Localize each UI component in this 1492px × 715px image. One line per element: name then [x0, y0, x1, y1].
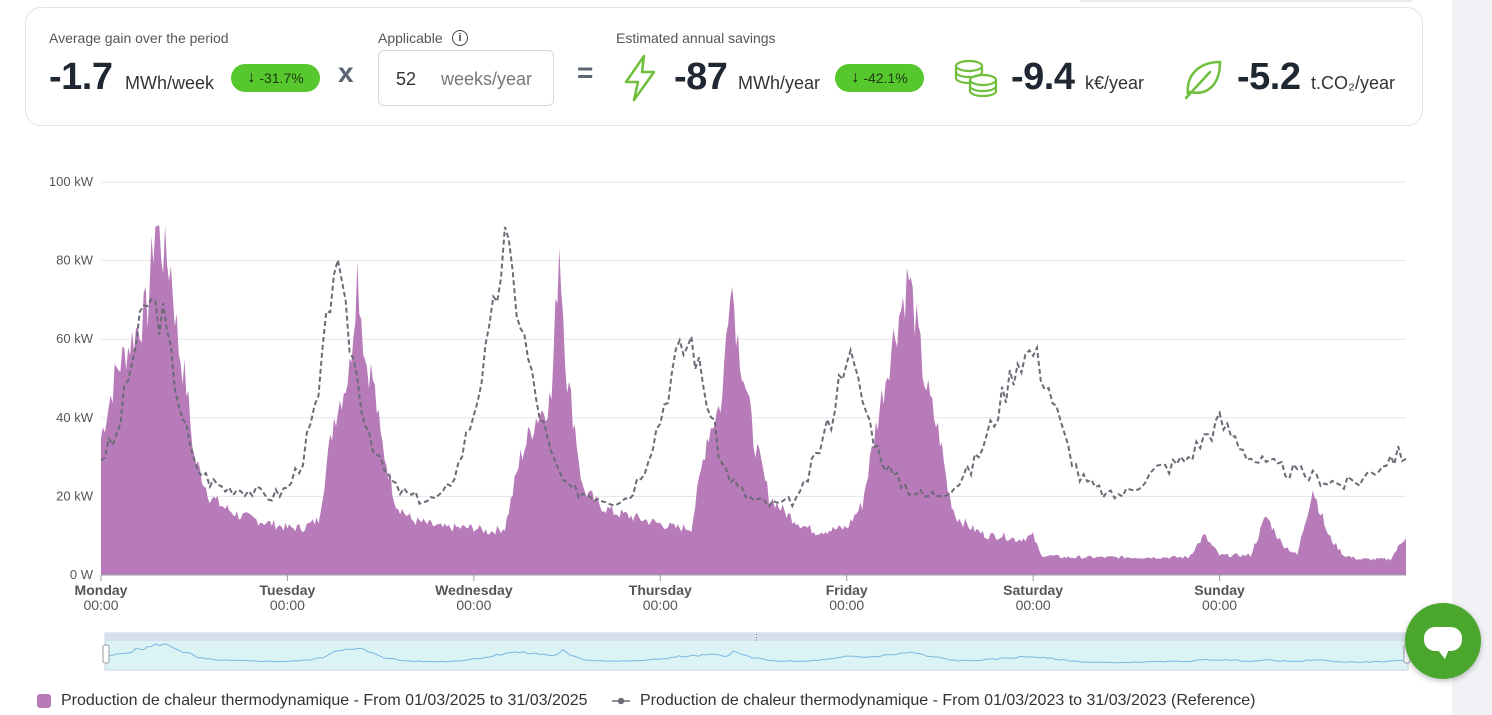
energy-savings-value: -87 [674, 56, 728, 98]
y-tick-label: 20 kW [56, 488, 94, 503]
x-tick-day-label: Monday [75, 582, 128, 598]
legend-marker-reference [612, 697, 630, 705]
leaf-icon [1184, 60, 1222, 100]
money-savings-value: -9.4 [1011, 56, 1075, 98]
average-gain-unit: MWh/week [125, 73, 215, 93]
navigator-scrollbar[interactable] [105, 633, 1408, 641]
coins-icon [954, 59, 998, 98]
lightning-icon [624, 54, 656, 102]
average-gain-value: -1.7 [49, 56, 113, 98]
x-tick-day-label: Friday [826, 582, 868, 598]
series-area-current [101, 225, 1406, 575]
x-tick-day-label: Thursday [629, 582, 692, 598]
multiply-sign: x [338, 57, 354, 88]
energy-savings-unit: MWh/year [738, 73, 821, 93]
x-tick-time-label: 00:00 [1202, 597, 1237, 613]
navigator-grip-icon[interactable]: ⋮ [753, 633, 761, 642]
top-divider [1080, 0, 1412, 2]
x-tick-day-label: Saturday [1003, 582, 1063, 598]
series-line-reference [100, 226, 1407, 509]
weeks-per-year-input[interactable]: 52 weeks/year [378, 50, 554, 106]
x-tick-time-label: 00:00 [83, 597, 118, 613]
legend-swatch-current [37, 694, 51, 708]
legend-label-current: Production de chaleur thermodynamique - … [61, 692, 588, 709]
energy-savings-badge: ↓ -42.1% [835, 64, 924, 92]
x-tick-day-label: Wednesday [435, 582, 513, 598]
x-tick-time-label: 00:00 [1016, 597, 1051, 613]
chat-bubble-icon [1424, 627, 1462, 659]
x-tick-time-label: 00:00 [270, 597, 305, 613]
y-tick-label: 80 kW [56, 253, 94, 268]
co2-savings-value: -5.2 [1237, 56, 1301, 98]
estimated-savings-label: Estimated annual savings [616, 30, 776, 46]
average-gain-label: Average gain over the period [49, 30, 229, 46]
weeks-per-year-value[interactable]: 52 [396, 69, 417, 89]
arrow-down-icon: ↓ [851, 69, 860, 86]
legend-label-reference: Production de chaleur thermodynamique - … [640, 692, 1256, 709]
legend-item-current[interactable]: Production de chaleur thermodynamique - … [37, 692, 588, 710]
info-icon[interactable]: i [452, 30, 468, 46]
x-tick-time-label: 00:00 [829, 597, 864, 613]
equals-sign: = [577, 57, 594, 88]
y-tick-label: 40 kW [56, 410, 94, 425]
x-tick-time-label: 00:00 [643, 597, 678, 613]
energy-savings-badge-text: -42.1% [863, 70, 908, 86]
arrow-down-icon: ↓ [247, 69, 256, 86]
y-tick-label: 100 kW [49, 174, 94, 189]
x-tick-day-label: Tuesday [260, 582, 316, 598]
dashboard-panel: Average gain over the period -1.7 MWh/we… [0, 0, 1452, 715]
chat-button[interactable] [1405, 603, 1481, 679]
co2-savings-unit: t.CO₂/year [1311, 73, 1396, 93]
legend-item-reference[interactable]: Production de chaleur thermodynamique - … [612, 692, 1255, 710]
average-gain-badge-text: -31.7% [259, 70, 304, 86]
average-gain-badge: ↓ -31.7% [231, 64, 320, 92]
money-savings-unit: k€/year [1085, 73, 1145, 93]
x-tick-day-label: Sunday [1194, 582, 1245, 598]
navigator-handle-left[interactable] [102, 644, 110, 664]
applicable-label: Applicable [378, 30, 443, 46]
navigator-series-line [104, 643, 1409, 664]
y-tick-label: 60 kW [56, 331, 94, 346]
weeks-per-year-unit: weeks/year [441, 69, 533, 89]
y-tick-label: 0 W [70, 567, 94, 582]
x-tick-time-label: 00:00 [456, 597, 491, 613]
